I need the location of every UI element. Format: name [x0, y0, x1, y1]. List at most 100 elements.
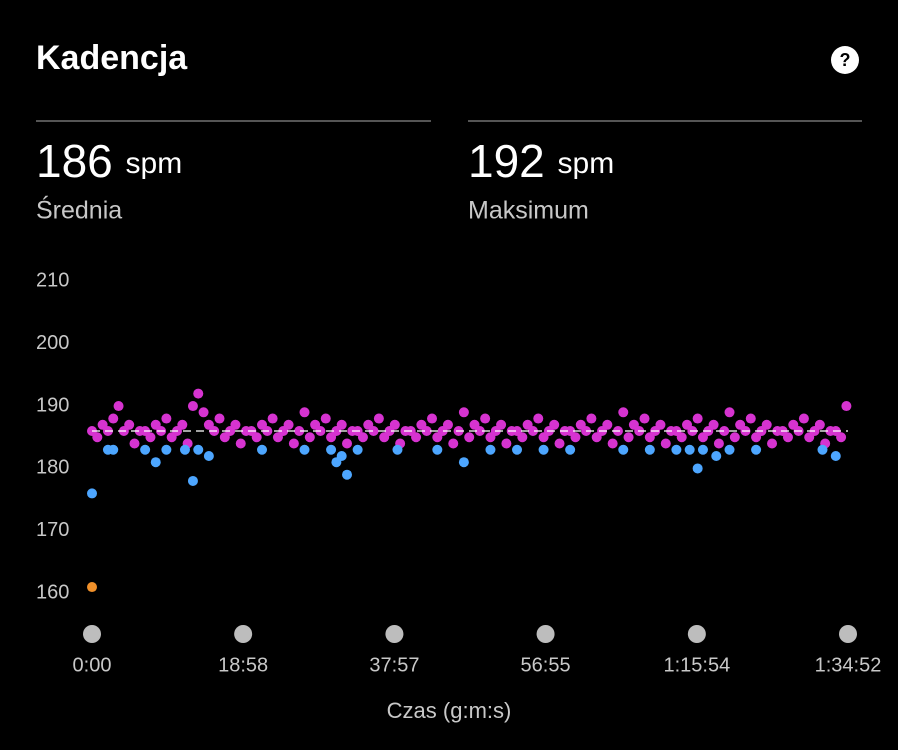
- point: [198, 407, 209, 418]
- point: [193, 444, 204, 455]
- point: [187, 475, 198, 486]
- point: [124, 419, 135, 430]
- point: [87, 488, 97, 499]
- point: [527, 426, 538, 437]
- point: [145, 432, 156, 443]
- point: [655, 419, 666, 430]
- point: [602, 419, 613, 430]
- point: [751, 444, 762, 455]
- point: [177, 419, 188, 430]
- point: [549, 419, 560, 430]
- point: [512, 444, 523, 455]
- x-tick-label: 56:55: [521, 654, 571, 676]
- help-icon[interactable]: [831, 46, 859, 74]
- point: [586, 413, 597, 424]
- point: [692, 413, 703, 424]
- x-tick-dot: [687, 625, 706, 643]
- point: [294, 426, 305, 437]
- x-tick-dot: [839, 625, 857, 643]
- point: [320, 413, 331, 424]
- point: [458, 407, 469, 418]
- point: [644, 444, 655, 455]
- stat-value: 186 spm: [36, 135, 182, 187]
- x-tick-label: 37:57: [369, 654, 419, 676]
- point: [570, 432, 581, 443]
- stat-number: 186: [36, 135, 113, 187]
- point: [767, 438, 778, 449]
- point: [357, 432, 368, 443]
- point: [87, 582, 97, 593]
- point: [692, 463, 703, 474]
- point: [368, 426, 379, 437]
- point: [187, 401, 198, 412]
- point: [607, 438, 618, 449]
- help-label[interactable]: ?: [840, 50, 851, 70]
- point: [671, 444, 682, 455]
- point: [299, 407, 310, 418]
- point: [711, 450, 722, 461]
- point: [782, 432, 793, 443]
- point: [336, 419, 347, 430]
- point: [92, 432, 103, 443]
- point: [729, 432, 740, 443]
- point: [214, 413, 225, 424]
- point: [745, 413, 756, 424]
- y-tick-label: 200: [36, 332, 69, 354]
- point: [304, 432, 315, 443]
- point: [538, 444, 549, 455]
- point: [108, 444, 119, 455]
- point: [161, 444, 172, 455]
- point: [113, 401, 124, 412]
- point: [817, 444, 828, 455]
- point: [724, 407, 735, 418]
- x-tick-label: 1:15:54: [663, 654, 730, 676]
- y-tick-label: 170: [36, 519, 69, 541]
- point: [442, 419, 453, 430]
- y-tick-label: 180: [36, 457, 69, 479]
- point: [389, 419, 400, 430]
- point: [140, 444, 151, 455]
- point: [411, 432, 422, 443]
- point: [288, 438, 299, 449]
- point: [836, 432, 847, 443]
- point: [203, 450, 214, 461]
- stat-unit: spm: [126, 147, 183, 180]
- point: [676, 432, 687, 443]
- point: [660, 438, 671, 449]
- point: [480, 413, 491, 424]
- point: [150, 457, 161, 468]
- point: [708, 419, 719, 430]
- x-tick-label: 1:34:52: [815, 654, 882, 676]
- point: [533, 413, 544, 424]
- point: [464, 432, 475, 443]
- point: [342, 438, 353, 449]
- point: [618, 444, 629, 455]
- point: [342, 469, 353, 480]
- point: [373, 413, 384, 424]
- point: [283, 419, 294, 430]
- stat-label: Średnia: [36, 195, 122, 225]
- y-tick-label: 210: [36, 270, 69, 292]
- point: [427, 413, 438, 424]
- point: [326, 444, 337, 455]
- point: [230, 419, 241, 430]
- point: [179, 444, 190, 455]
- point: [108, 413, 119, 424]
- point: [719, 426, 730, 437]
- point: [830, 450, 841, 461]
- x-tick-dot: [234, 625, 253, 643]
- x-tick-dot: [83, 625, 101, 643]
- point: [618, 407, 629, 418]
- point: [623, 432, 634, 443]
- point: [724, 444, 735, 455]
- point: [798, 413, 809, 424]
- x-tick-label: 0:00: [73, 654, 112, 676]
- point: [458, 457, 469, 468]
- point: [684, 444, 695, 455]
- point: [235, 438, 246, 449]
- point: [193, 388, 204, 399]
- y-tick-label: 160: [36, 582, 69, 604]
- stat-number: 192: [468, 135, 545, 187]
